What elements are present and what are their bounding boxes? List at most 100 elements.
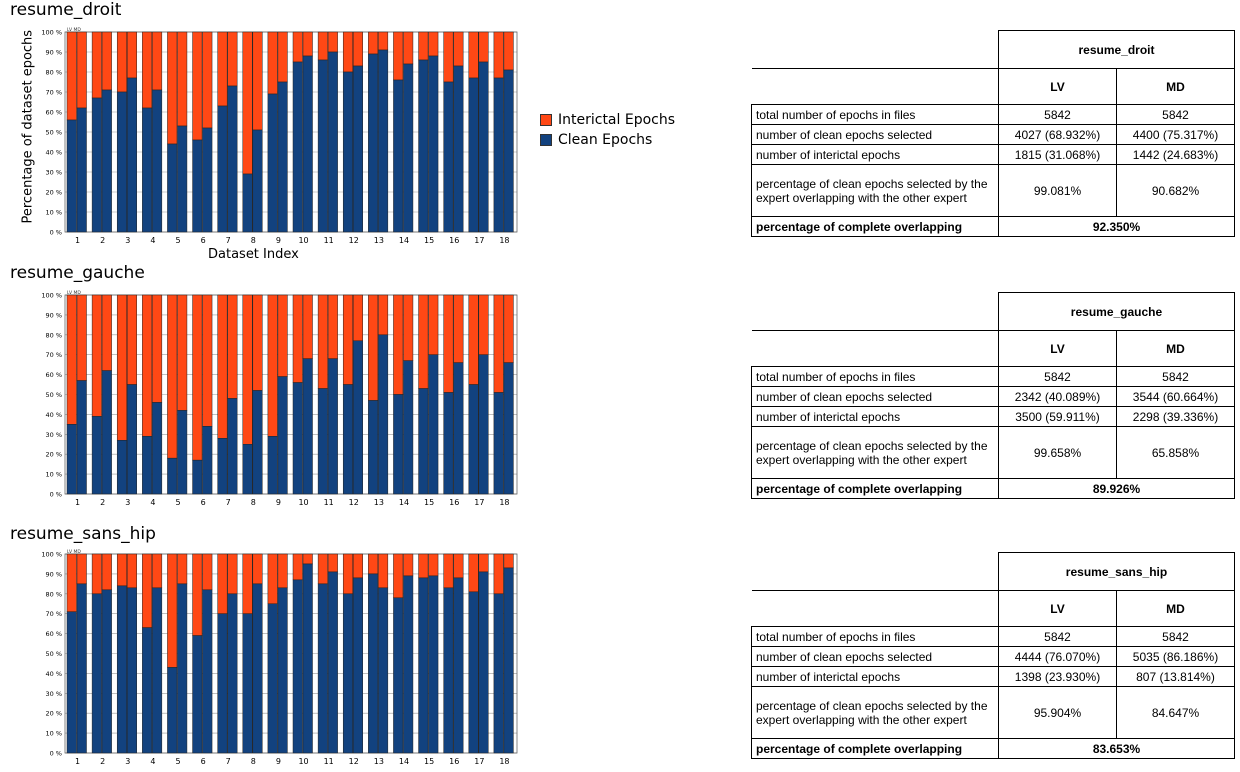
- bar-clean-lv: [66, 119, 77, 233]
- y-tick-label: 40 %: [45, 149, 62, 157]
- bar-clean-lv: [267, 93, 278, 233]
- x-tick-label: 17: [474, 757, 484, 766]
- bar-clean-md: [453, 65, 464, 233]
- y-tick-label: 40 %: [45, 411, 62, 419]
- y-tick-label: 60 %: [45, 630, 62, 638]
- bar-clean-lv: [317, 388, 328, 495]
- x-tick-label: 8: [251, 757, 256, 766]
- bar-clean-lv: [418, 577, 429, 754]
- x-tick-label: 1: [75, 236, 80, 245]
- legend-item-clean: Clean Epochs: [540, 130, 675, 150]
- y-tick-label: 30 %: [45, 690, 62, 698]
- row-label-complete: percentage of complete overlapping: [751, 738, 999, 759]
- x-tick-label: 2: [100, 757, 105, 766]
- bar-clean-md: [352, 340, 363, 495]
- bar-clean-lv: [142, 436, 153, 495]
- bar-clean-md: [352, 577, 363, 754]
- row-label-complete: percentage of complete overlapping: [751, 216, 999, 237]
- bar-clean-lv: [242, 173, 253, 233]
- x-tick-label: 10: [298, 498, 308, 507]
- y-tick-label: 50 %: [45, 650, 62, 658]
- bar-clean-lv: [142, 627, 153, 754]
- x-tick-label: 8: [251, 498, 256, 507]
- row-label-clean: number of clean epochs selected: [751, 646, 999, 667]
- y-tick-label: 80 %: [45, 331, 62, 339]
- bar-interictal-lv: [418, 553, 429, 579]
- bar-clean-lv: [116, 585, 127, 754]
- x-tick-label: 18: [499, 236, 509, 245]
- x-tick-label: 11: [324, 236, 334, 245]
- chart-legend: Interictal Epochs Clean Epochs: [540, 110, 675, 150]
- bar-interictal-md: [152, 553, 163, 589]
- y-tick-label: 0 %: [50, 491, 62, 499]
- bar-clean-lv: [292, 382, 303, 495]
- y-tick-label: 60 %: [45, 109, 62, 117]
- stats-table-gauche: resume_gauche LV MD total number of epoch…: [751, 292, 1235, 499]
- stats-table-droit: resume_droit LV MD total number of epochs…: [751, 30, 1235, 237]
- cell-overlap-md: 65.858%: [1116, 426, 1235, 479]
- x-tick-label: 10: [298, 236, 308, 245]
- bar-interictal-md: [352, 553, 363, 579]
- cell-overlap-lv: 99.658%: [998, 426, 1117, 479]
- bar-interictal-lv: [368, 553, 379, 575]
- row-label-clean: number of clean epochs selected: [751, 386, 999, 407]
- bar-clean-lv: [468, 384, 479, 495]
- bar-clean-md: [277, 376, 288, 495]
- cell-interictal-md: 807 (13.814%): [1116, 666, 1235, 687]
- bar-clean-md: [428, 55, 439, 233]
- bar-clean-lv: [242, 613, 253, 754]
- bar-clean-md: [202, 127, 213, 233]
- y-tick-label: 40 %: [45, 670, 62, 678]
- bar-clean-md: [503, 567, 514, 754]
- plot-frame: [64, 553, 518, 754]
- cell-overlap-lv: 95.904%: [998, 686, 1117, 739]
- bar-clean-md: [478, 354, 489, 495]
- bar-clean-md: [252, 390, 263, 495]
- x-tick-label: 13: [374, 236, 384, 245]
- bar-interictal-md: [478, 553, 489, 573]
- bar-clean-md: [302, 55, 313, 233]
- x-tick-label: 6: [201, 757, 206, 766]
- bar-clean-md: [378, 49, 389, 233]
- x-tick-label: 17: [474, 498, 484, 507]
- cell-total-lv: 5842: [998, 366, 1117, 387]
- bar-clean-lv: [217, 613, 228, 754]
- bar-clean-md: [202, 589, 213, 754]
- bar-interictal-md: [227, 553, 238, 595]
- cell-clean-md: 4400 (75.317%): [1116, 124, 1235, 145]
- x-tick-label: 9: [276, 757, 281, 766]
- bar-pair-label: LV MD: [67, 27, 81, 33]
- y-tick-label: 70 %: [45, 351, 62, 359]
- x-axis-label: Dataset Index: [208, 247, 299, 262]
- bar-clean-lv: [192, 635, 203, 754]
- bar-clean-lv: [393, 394, 404, 495]
- bar-clean-lv: [368, 573, 379, 754]
- bar-clean-md: [453, 577, 464, 754]
- y-tick-label: 100 %: [41, 29, 62, 37]
- x-tick-label: 4: [150, 498, 155, 507]
- cell-complete: 83.653%: [998, 738, 1235, 759]
- bar-clean-lv: [66, 424, 77, 495]
- y-tick-label: 80 %: [45, 590, 62, 598]
- x-tick-label: 11: [324, 498, 334, 507]
- bar-clean-lv: [418, 59, 429, 233]
- bar-clean-lv: [342, 384, 353, 495]
- bar-interictal-lv: [242, 553, 253, 614]
- bar-clean-lv: [66, 611, 77, 754]
- bar-clean-lv: [317, 583, 328, 754]
- plot-frame: [64, 31, 518, 233]
- x-tick-label: 3: [125, 757, 130, 766]
- bar-clean-lv: [267, 603, 278, 754]
- x-tick-label: 7: [226, 236, 231, 245]
- cell-interictal-lv: 1815 (31.068%): [998, 144, 1117, 165]
- x-tick-label: 2: [100, 236, 105, 245]
- bar-interictal-lv: [468, 553, 479, 593]
- bar-clean-md: [252, 129, 263, 233]
- x-tick-label: 5: [175, 498, 180, 507]
- bar-clean-lv: [342, 593, 353, 754]
- bar-interictal-md: [202, 553, 213, 591]
- bar-clean-lv: [468, 77, 479, 233]
- bar-clean-lv: [342, 71, 353, 233]
- bar-clean-md: [202, 426, 213, 495]
- bar-clean-md: [277, 81, 288, 233]
